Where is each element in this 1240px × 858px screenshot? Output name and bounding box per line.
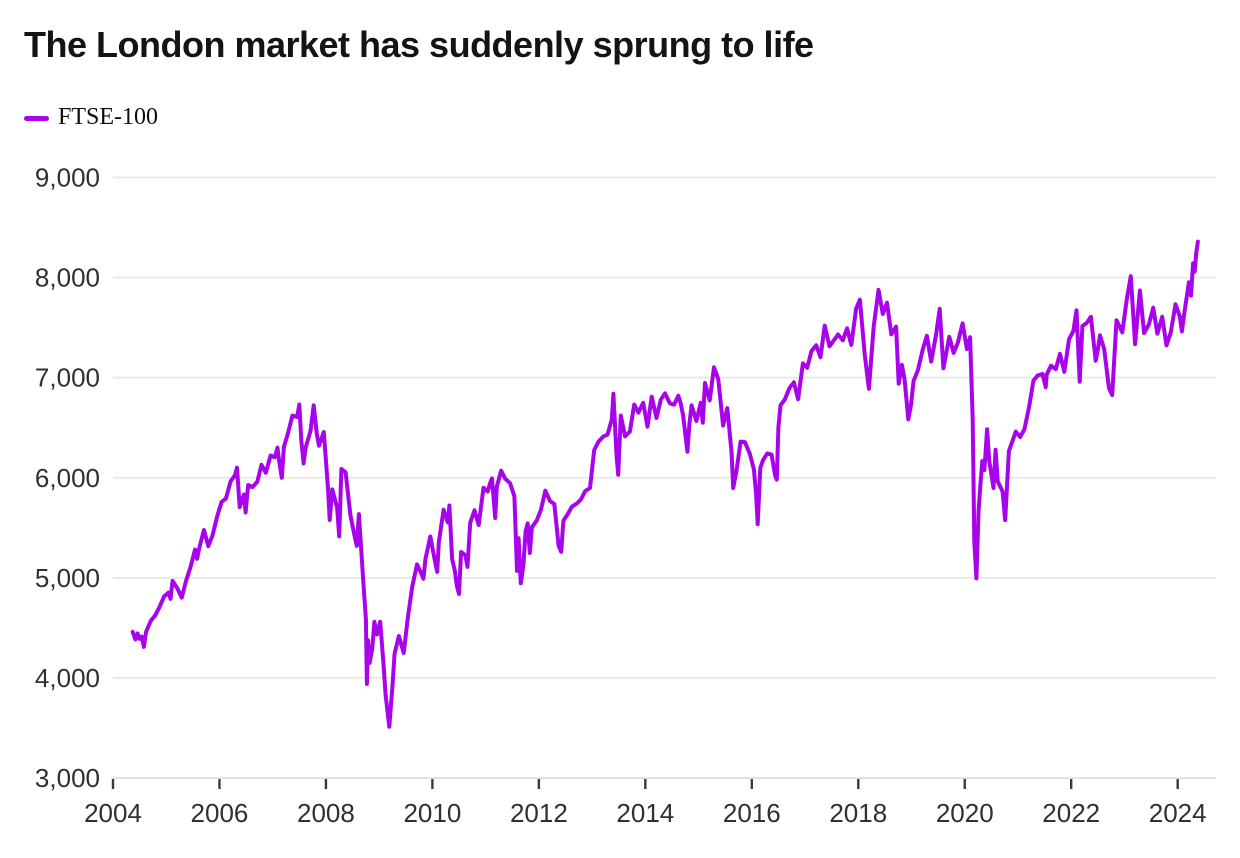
y-axis-labels-group: 3,000 4,000 5,000 6,000 7,000 8,000 9,000: [35, 163, 100, 794]
x-tick-label: 2012: [510, 798, 568, 828]
chart-title: The London market has suddenly sprung to…: [24, 24, 814, 65]
y-tick-label: 4,000: [35, 663, 100, 693]
x-tick-label: 2022: [1042, 798, 1100, 828]
x-tick-label: 2006: [191, 798, 249, 828]
y-tick-label: 7,000: [35, 363, 100, 393]
x-tick-label: 2016: [723, 798, 781, 828]
gridlines-group: [113, 176, 1216, 679]
legend-series-label: FTSE-100: [58, 104, 159, 130]
chart-legend: FTSE-100: [24, 105, 158, 131]
series-group: [130, 239, 1200, 729]
y-tick-label: 8,000: [35, 263, 100, 293]
ftse-line-series: [130, 239, 1200, 729]
x-tick-label: 2020: [936, 798, 994, 828]
x-tick-label: 2024: [1149, 798, 1207, 828]
x-axis-group: 2004 2006 2008 2010 2012 2014 2016 2018 2020 2022…: [84, 777, 1216, 828]
x-tick-label: 2010: [403, 798, 461, 828]
y-tick-label: 9,000: [35, 163, 100, 193]
x-tick-label: 2014: [616, 798, 674, 828]
x-tick-label: 2008: [297, 798, 355, 828]
y-tick-label: 6,000: [35, 463, 100, 493]
legend-line-swatch: [24, 115, 49, 121]
y-tick-label: 5,000: [35, 563, 100, 593]
x-tick-label: 2018: [829, 798, 887, 828]
x-tick-label: 2004: [84, 798, 142, 828]
y-tick-label: 3,000: [35, 763, 100, 793]
